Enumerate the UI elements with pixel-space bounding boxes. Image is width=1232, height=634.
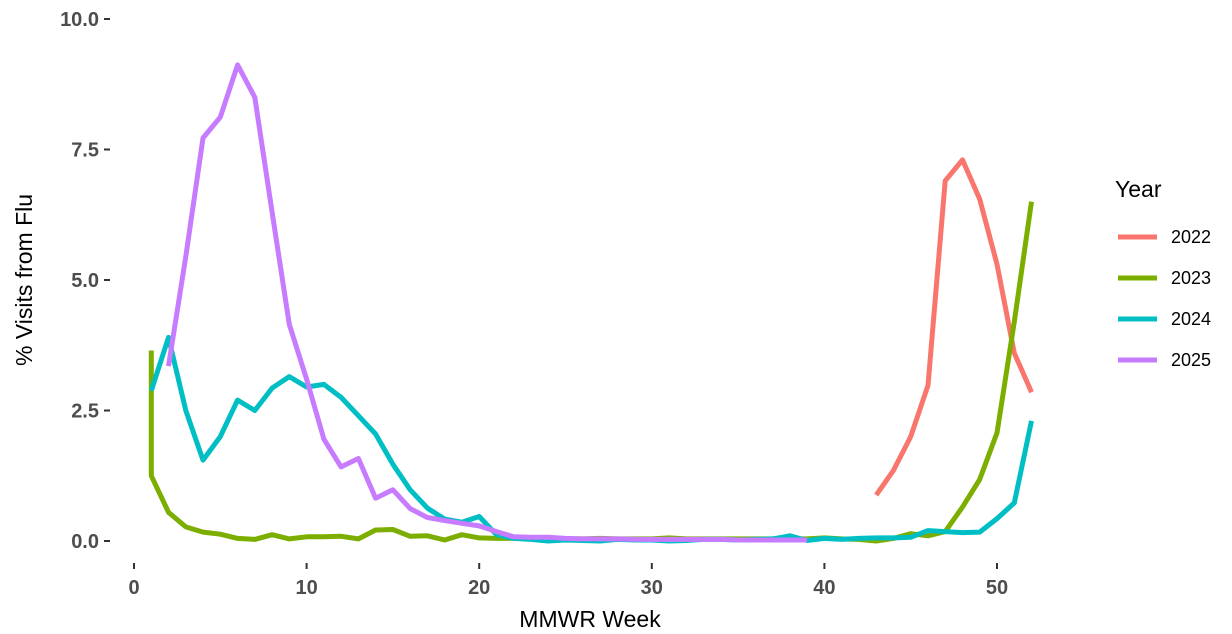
legend-label-2024: 2024: [1171, 309, 1211, 329]
y-tick-label: 5.0: [71, 270, 99, 292]
legend-label-2023: 2023: [1171, 268, 1211, 288]
x-axis: 0 10 20 30 40 50: [128, 563, 1008, 599]
series-line-2024: [148, 334, 1034, 544]
legend: Year 2022 2023 2024 2025: [1115, 176, 1211, 370]
y-axis-title: % Visits from Flu: [11, 194, 37, 366]
x-tick-label: 20: [468, 577, 490, 599]
series-line-2022: [874, 157, 1034, 497]
y-tick-label: 7.5: [71, 140, 99, 162]
legend-title: Year: [1115, 176, 1162, 202]
x-tick-label: 0: [128, 577, 139, 599]
legend-label-2022: 2022: [1171, 227, 1211, 247]
series-line-2025: [166, 62, 808, 543]
x-tick-label: 10: [295, 577, 317, 599]
x-tick-label: 50: [986, 577, 1008, 599]
x-axis-title: MMWR Week: [519, 606, 661, 632]
series-layer: [148, 62, 1034, 544]
y-tick-label: 2.5: [71, 401, 99, 423]
series-line-2023: [148, 201, 1034, 544]
x-tick-label: 30: [641, 577, 663, 599]
x-tick-label: 40: [813, 577, 835, 599]
y-tick-label: 10.0: [60, 9, 99, 31]
y-axis: 0.0 2.5 5.0 7.5 10.0: [60, 9, 110, 553]
legend-label-2025: 2025: [1171, 350, 1211, 370]
y-tick-label: 0.0: [71, 531, 99, 553]
